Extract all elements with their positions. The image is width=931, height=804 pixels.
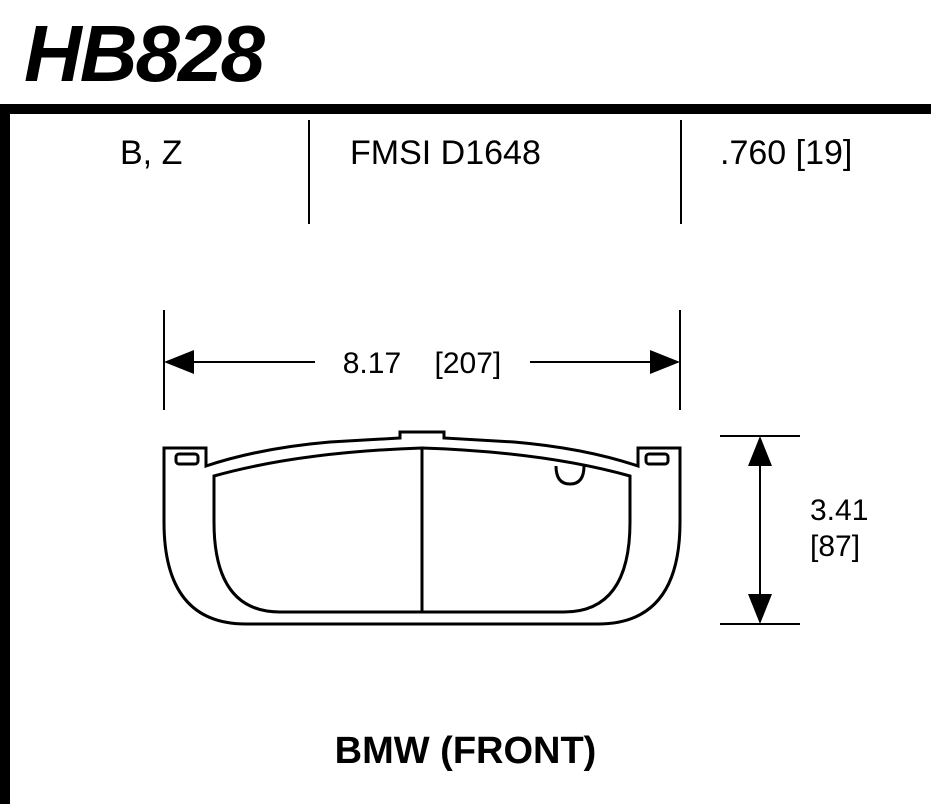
width-mm: [207] xyxy=(435,347,502,380)
spec-sheet: HB828 B, Z FMSI D1648 .760 [19] 8.17 [20… xyxy=(0,0,931,804)
width-dimension: 8.17 [207] xyxy=(164,310,680,410)
height-in: 3.41 xyxy=(810,494,868,527)
height-mm: [87] xyxy=(810,530,860,563)
height-dimension: 3.41 [87] xyxy=(720,436,868,624)
drawing-svg: 8.17 [207] 3.41 [87] xyxy=(0,0,931,804)
brake-pad-outline xyxy=(164,432,680,624)
svg-text:8.17 [207]: 8.17 [207] xyxy=(343,347,501,380)
width-in: 8.17 xyxy=(343,347,401,380)
application-label: BMW (FRONT) xyxy=(0,730,931,773)
